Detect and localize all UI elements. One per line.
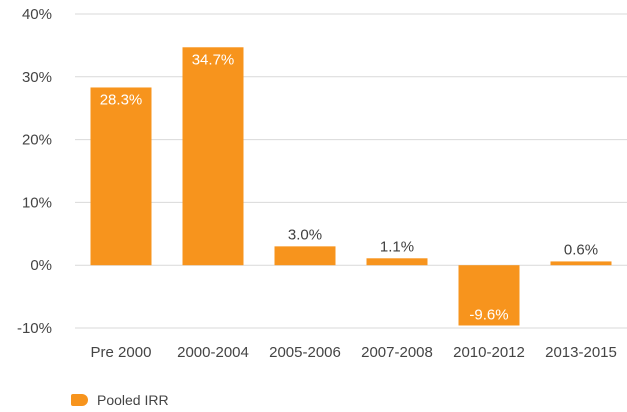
gridlines (75, 13, 627, 329)
data-label: -9.6% (469, 306, 508, 323)
legend-label: Pooled IRR (97, 392, 169, 408)
legend-swatch (71, 394, 88, 406)
y-tick-label: -10% (17, 320, 52, 337)
data-label: 0.6% (564, 241, 598, 258)
y-tick-label: 30% (22, 69, 52, 86)
bar (90, 87, 152, 266)
category-label: 2007-2008 (361, 344, 433, 361)
legend: Pooled IRR (71, 392, 169, 408)
bar (458, 265, 520, 326)
category-label: 2010-2012 (453, 344, 525, 361)
data-label: 34.7% (192, 51, 235, 68)
bar (550, 261, 612, 266)
data-label: 28.3% (100, 91, 143, 108)
category-label: 2005-2006 (269, 344, 341, 361)
y-axis: -10% 0% 10% 20% 30% 40% (17, 6, 52, 337)
bar (366, 258, 428, 266)
category-label: Pre 2000 (91, 344, 152, 361)
data-label: 3.0% (288, 226, 322, 243)
category-label: 2000-2004 (177, 344, 249, 361)
y-tick-label: 10% (22, 194, 52, 211)
y-tick-label: 40% (22, 6, 52, 23)
x-axis: Pre 2000 2000-2004 2005-2006 2007-2008 2010-… (91, 344, 617, 361)
bar (182, 47, 244, 266)
bar-series: 28.3% 34.7% 3.0% 1.1% -9.6% 0.6% (90, 47, 612, 326)
y-tick-label: 0% (30, 257, 52, 274)
y-tick-label: 20% (22, 132, 52, 149)
bar (274, 246, 336, 266)
category-label: 2013-2015 (545, 344, 617, 361)
data-label: 1.1% (380, 238, 414, 255)
